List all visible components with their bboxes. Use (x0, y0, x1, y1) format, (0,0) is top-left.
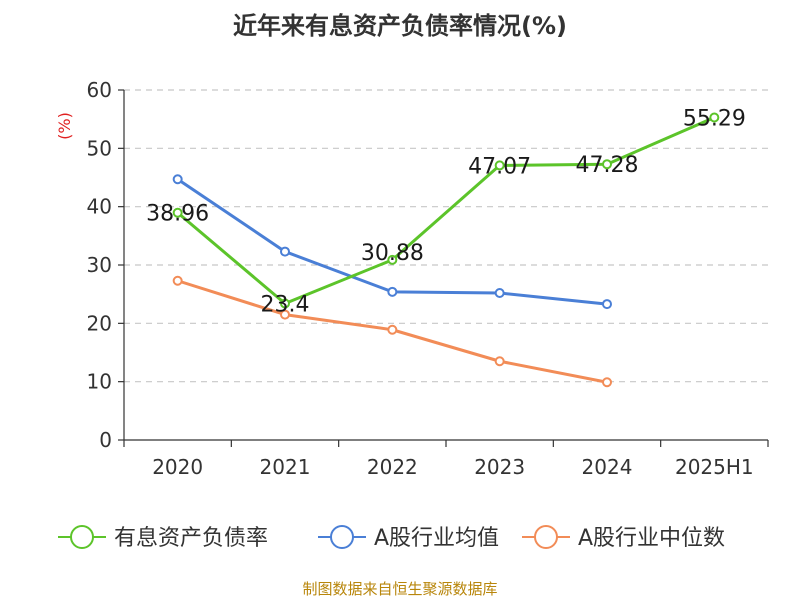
legend-item-0[interactable]: 有息资产负债率 (58, 525, 268, 551)
axes: 0 10 20 30 40 50 60 2020 2021 2022 2023 2024 2025H1 (87, 78, 769, 479)
series-layer (172, 112, 720, 388)
data-point-series-1 (387, 286, 398, 297)
x-tick-label: 2025H1 (675, 455, 754, 479)
data-point-series-1 (172, 174, 183, 185)
legend-label: 有息资产负债率 (114, 526, 268, 551)
x-tick-label: 2021 (260, 455, 311, 479)
legend-label: A股行业均值 (374, 526, 499, 551)
data-label: 47.07 (468, 154, 531, 179)
data-point-series-0 (709, 112, 720, 123)
data-label: 47.28 (576, 153, 639, 178)
data-point-series-2 (387, 324, 398, 335)
data-point-series-0 (602, 159, 612, 170)
y-tick-label: 20 (87, 311, 112, 335)
data-point-series-0 (172, 207, 183, 218)
data-point-series-0 (494, 160, 505, 171)
legend-item-1[interactable]: A股行业均值 (318, 525, 499, 551)
data-point-series-1 (602, 299, 612, 310)
x-tick-label: 2022 (367, 455, 418, 479)
y-tick-label: 10 (87, 370, 112, 394)
y-axis-unit: (%) (55, 112, 74, 140)
data-point-series-2 (494, 356, 505, 367)
x-tick-label: 2020 (152, 455, 203, 479)
source-note: 制图数据来自恒生聚源数据库 (302, 580, 497, 598)
data-label: 23.4 (261, 293, 310, 318)
data-point-series-2 (280, 309, 290, 320)
y-tick-label: 40 (87, 195, 112, 219)
legend-marker (534, 525, 558, 549)
x-tick-label: 2023 (474, 455, 525, 479)
data-point-series-1 (280, 246, 290, 257)
data-label: 38.96 (146, 202, 209, 227)
y-tick-label: 60 (87, 78, 112, 102)
data-point-series-0 (280, 298, 290, 309)
x-tick-label: 2024 (582, 455, 633, 479)
data-point-series-2 (172, 275, 183, 286)
data-labels: 38.96 23.4 30.88 47.07 47.28 55.29 (146, 106, 746, 317)
data-point-series-2 (602, 377, 612, 388)
legend[interactable]: 有息资产负债率 A股行业均值 A股行业中位数 (58, 525, 725, 551)
series-line-0 (176, 116, 715, 305)
chart-title: 近年来有息资产负债率情况(%) (233, 12, 567, 40)
legend-marker (70, 525, 94, 549)
y-tick-label: 0 (99, 428, 112, 452)
legend-item-2[interactable]: A股行业中位数 (522, 525, 725, 551)
data-point-series-0 (387, 254, 398, 265)
y-tick-label: 50 (87, 136, 112, 160)
grid (124, 89, 768, 383)
data-point-series-1 (494, 288, 505, 298)
legend-marker (330, 525, 354, 549)
data-label: 30.88 (361, 241, 424, 266)
legend-label: A股行业中位数 (578, 526, 725, 551)
data-label: 55.29 (683, 106, 746, 131)
y-tick-label: 30 (87, 253, 112, 277)
